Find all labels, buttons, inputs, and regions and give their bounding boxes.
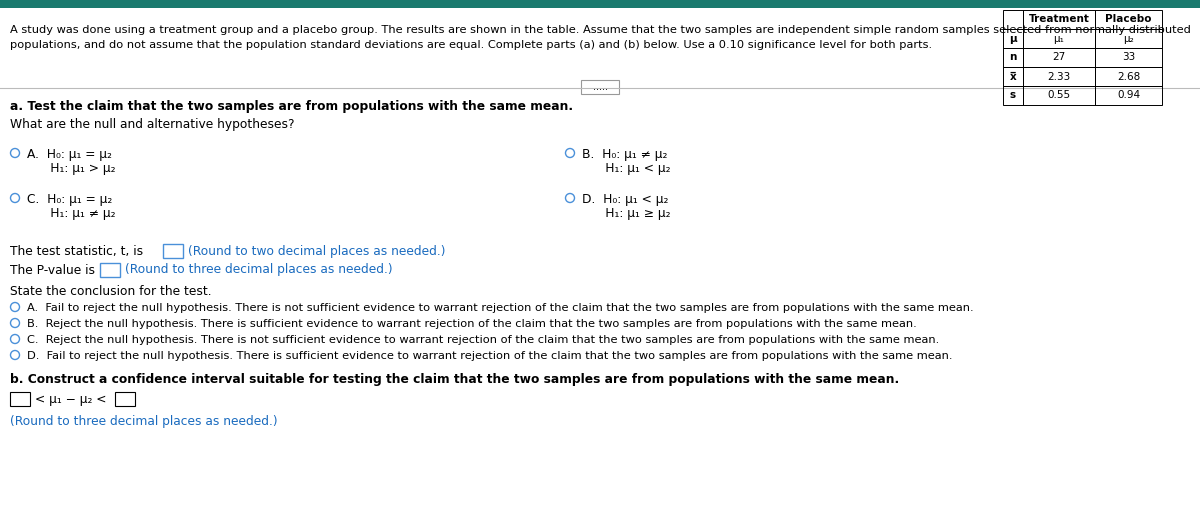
Text: B.  H₀: μ₁ ≠ μ₂: B. H₀: μ₁ ≠ μ₂ xyxy=(582,148,667,161)
Text: n: n xyxy=(1009,53,1016,63)
Text: (Round to three decimal places as needed.): (Round to three decimal places as needed… xyxy=(10,415,277,428)
Bar xyxy=(1096,29,1162,48)
Bar xyxy=(1022,67,1096,86)
Text: Placebo: Placebo xyxy=(1105,14,1152,24)
Text: μ₂: μ₂ xyxy=(1123,34,1134,43)
Bar xyxy=(1096,67,1162,86)
Text: b. Construct a confidence interval suitable for testing the claim that the two s: b. Construct a confidence interval suita… xyxy=(10,373,899,386)
Text: s: s xyxy=(1010,90,1016,100)
Bar xyxy=(1003,86,1022,105)
Text: < μ₁ − μ₂ <: < μ₁ − μ₂ < xyxy=(35,392,107,405)
Text: A.  Fail to reject the null hypothesis. There is not sufficient evidence to warr: A. Fail to reject the null hypothesis. T… xyxy=(28,303,973,313)
Text: C.  H₀: μ₁ = μ₂: C. H₀: μ₁ = μ₂ xyxy=(28,193,113,206)
Text: 27: 27 xyxy=(1052,53,1066,63)
Bar xyxy=(0,0,1200,8)
Bar xyxy=(1022,86,1096,105)
Bar xyxy=(1096,48,1162,67)
Bar xyxy=(1003,48,1022,67)
Text: 0.55: 0.55 xyxy=(1048,90,1070,100)
Text: What are the null and alternative hypotheses?: What are the null and alternative hypoth… xyxy=(10,118,294,131)
Bar xyxy=(1022,29,1096,48)
Text: State the conclusion for the test.: State the conclusion for the test. xyxy=(10,285,211,298)
Text: H₁: μ₁ ≥ μ₂: H₁: μ₁ ≥ μ₂ xyxy=(582,207,671,220)
Text: 2.68: 2.68 xyxy=(1117,71,1140,82)
Bar xyxy=(1022,48,1096,67)
Text: The test statistic, t, is: The test statistic, t, is xyxy=(10,245,143,257)
Text: The P-value is: The P-value is xyxy=(10,264,95,277)
Text: D.  H₀: μ₁ < μ₂: D. H₀: μ₁ < μ₂ xyxy=(582,193,668,206)
Text: 33: 33 xyxy=(1122,53,1135,63)
Bar xyxy=(1096,10,1162,29)
Bar xyxy=(1096,86,1162,105)
Text: μ: μ xyxy=(1009,34,1016,43)
Text: Treatment: Treatment xyxy=(1028,14,1090,24)
Bar xyxy=(115,392,134,406)
Text: H₁: μ₁ ≠ μ₂: H₁: μ₁ ≠ μ₂ xyxy=(28,207,115,220)
Bar xyxy=(163,244,182,258)
Bar xyxy=(1003,10,1022,29)
Bar xyxy=(1003,29,1022,48)
Text: μ₁: μ₁ xyxy=(1054,34,1064,43)
Bar xyxy=(1022,10,1096,29)
Text: (Round to three decimal places as needed.): (Round to three decimal places as needed… xyxy=(125,264,392,277)
Text: (Round to two decimal places as needed.): (Round to two decimal places as needed.) xyxy=(188,245,445,257)
Text: x̅: x̅ xyxy=(1009,71,1016,82)
Text: 2.33: 2.33 xyxy=(1048,71,1070,82)
Text: D.  Fail to reject the null hypothesis. There is sufficient evidence to warrant : D. Fail to reject the null hypothesis. T… xyxy=(28,351,953,361)
Text: A.  H₀: μ₁ = μ₂: A. H₀: μ₁ = μ₂ xyxy=(28,148,112,161)
Bar xyxy=(100,263,120,277)
Text: populations, and do not assume that the population standard deviations are equal: populations, and do not assume that the … xyxy=(10,40,932,50)
Text: H₁: μ₁ < μ₂: H₁: μ₁ < μ₂ xyxy=(582,162,671,175)
Text: .....: ..... xyxy=(593,82,607,92)
Bar xyxy=(1003,67,1022,86)
Bar xyxy=(10,392,30,406)
Text: a. Test the claim that the two samples are from populations with the same mean.: a. Test the claim that the two samples a… xyxy=(10,100,574,113)
Text: A study was done using a treatment group and a placebo group. The results are sh: A study was done using a treatment group… xyxy=(10,25,1190,35)
Text: B.  Reject the null hypothesis. There is sufficient evidence to warrant rejectio: B. Reject the null hypothesis. There is … xyxy=(28,319,917,329)
Text: C.  Reject the null hypothesis. There is not sufficient evidence to warrant reje: C. Reject the null hypothesis. There is … xyxy=(28,335,940,345)
Text: H₁: μ₁ > μ₂: H₁: μ₁ > μ₂ xyxy=(28,162,115,175)
Bar xyxy=(581,80,619,94)
Text: 0.94: 0.94 xyxy=(1117,90,1140,100)
